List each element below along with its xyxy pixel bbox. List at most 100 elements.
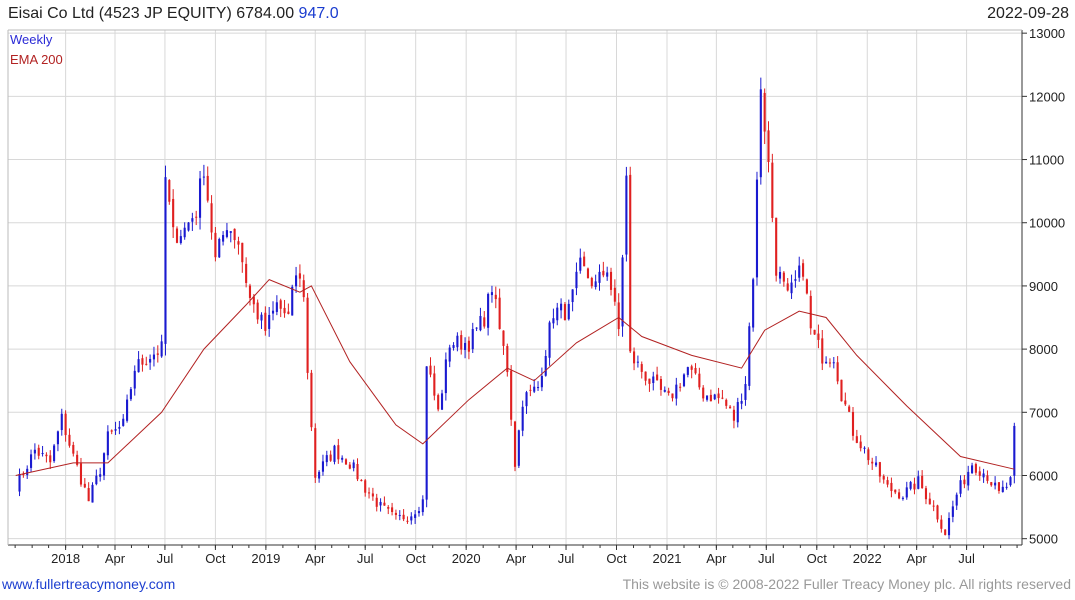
- candle-down: [963, 479, 966, 485]
- candle-up: [352, 462, 355, 469]
- candle-up: [874, 462, 878, 466]
- candle-down: [83, 483, 86, 488]
- y-tick-label: 11000: [1029, 153, 1064, 168]
- candle-down: [702, 387, 705, 399]
- candle-down: [387, 506, 390, 509]
- candle-up: [118, 426, 121, 429]
- security-name: Eisai Co Ltd (4523 JP EQUITY): [8, 5, 232, 22]
- y-tick-label: 10000: [1029, 216, 1065, 231]
- y-tick-label: 12000: [1029, 89, 1065, 104]
- chart-date: 2022-09-28: [987, 5, 1069, 22]
- candle-down: [298, 273, 301, 279]
- y-tick-label: 5000: [1029, 532, 1058, 547]
- candle-down: [867, 449, 870, 461]
- candle-up: [225, 230, 228, 237]
- candle-up: [1005, 486, 1008, 488]
- candle-up: [60, 413, 63, 431]
- candle-down: [928, 498, 931, 505]
- x-tick-label: 2022: [853, 551, 882, 566]
- candle-up: [398, 515, 401, 517]
- candle-up: [552, 318, 555, 324]
- candle-down: [237, 241, 240, 245]
- candle-down: [913, 483, 916, 490]
- candle-down: [302, 280, 305, 298]
- candle-up: [736, 402, 739, 423]
- candle-up: [794, 279, 797, 281]
- candle-up: [917, 476, 920, 489]
- candle-down: [890, 482, 893, 492]
- candle-down: [206, 175, 209, 201]
- candle-up: [951, 506, 954, 517]
- candle-down: [406, 520, 409, 522]
- candle-up: [567, 303, 570, 320]
- x-tick-label: Apr: [105, 551, 126, 566]
- candle-down: [840, 379, 843, 402]
- candle-up: [652, 376, 655, 384]
- candle-up: [560, 303, 563, 311]
- candle-down: [110, 430, 113, 432]
- candle-down: [717, 393, 720, 399]
- price-change: 947.0: [298, 5, 339, 22]
- candle-down: [437, 395, 440, 410]
- candle-down: [721, 397, 724, 399]
- candle-up: [137, 359, 140, 373]
- candle-down: [586, 268, 590, 279]
- candle-up: [594, 281, 597, 288]
- candle-up: [318, 471, 321, 479]
- candle-up: [325, 455, 328, 463]
- candle-up: [1013, 425, 1016, 476]
- y-tick-label: 8000: [1029, 342, 1058, 357]
- candle-down: [878, 462, 881, 477]
- candle-up: [291, 286, 294, 316]
- candle-up: [114, 429, 117, 431]
- candle-up: [675, 384, 678, 399]
- candle-down: [679, 386, 682, 388]
- candle-up: [321, 461, 325, 472]
- candle-down: [940, 519, 943, 529]
- candle-down: [256, 302, 259, 320]
- candle-down: [817, 333, 820, 340]
- candle-up: [905, 487, 908, 498]
- candle-down: [383, 502, 386, 506]
- candle-down: [76, 454, 79, 465]
- candle-down: [855, 436, 858, 443]
- candle-down: [175, 228, 179, 243]
- candle-down: [306, 297, 309, 373]
- chart-title: Eisai Co Ltd (4523 JP EQUITY) 6784.00 94…: [8, 5, 339, 23]
- candle-up: [448, 347, 451, 362]
- candle-up: [982, 473, 985, 478]
- candle-up: [129, 389, 132, 400]
- candle-up: [260, 314, 263, 321]
- candle-down: [494, 294, 497, 300]
- candle-up: [102, 453, 106, 476]
- candle-up: [333, 445, 336, 462]
- candle-up: [152, 354, 156, 360]
- candle-up: [95, 475, 98, 485]
- candle-down: [671, 393, 674, 399]
- candle-down: [974, 464, 977, 473]
- candle-up: [425, 366, 428, 500]
- candle-down: [613, 287, 616, 302]
- candle-up: [533, 386, 536, 392]
- candle-down: [898, 492, 901, 499]
- candle-up: [53, 445, 56, 462]
- candle-down: [886, 480, 889, 485]
- candle-down: [978, 471, 981, 476]
- candle-down: [314, 428, 317, 478]
- legend-ema-200: EMA 200: [10, 52, 63, 67]
- candle-down: [659, 379, 663, 390]
- candle-down: [360, 479, 363, 481]
- x-tick-label: Oct: [606, 551, 627, 566]
- candle-down: [690, 366, 693, 370]
- y-tick-label: 13000: [1029, 26, 1065, 41]
- candle-down: [763, 92, 766, 132]
- candle-up: [536, 387, 540, 389]
- candle-up: [379, 501, 382, 506]
- x-tick-label: Jul: [157, 551, 174, 566]
- footer-website-link[interactable]: www.fullertreacymoney.com: [2, 576, 176, 592]
- candle-down: [813, 329, 816, 335]
- candle-down: [283, 307, 286, 314]
- candle-down: [821, 338, 824, 364]
- candle-down: [214, 232, 217, 258]
